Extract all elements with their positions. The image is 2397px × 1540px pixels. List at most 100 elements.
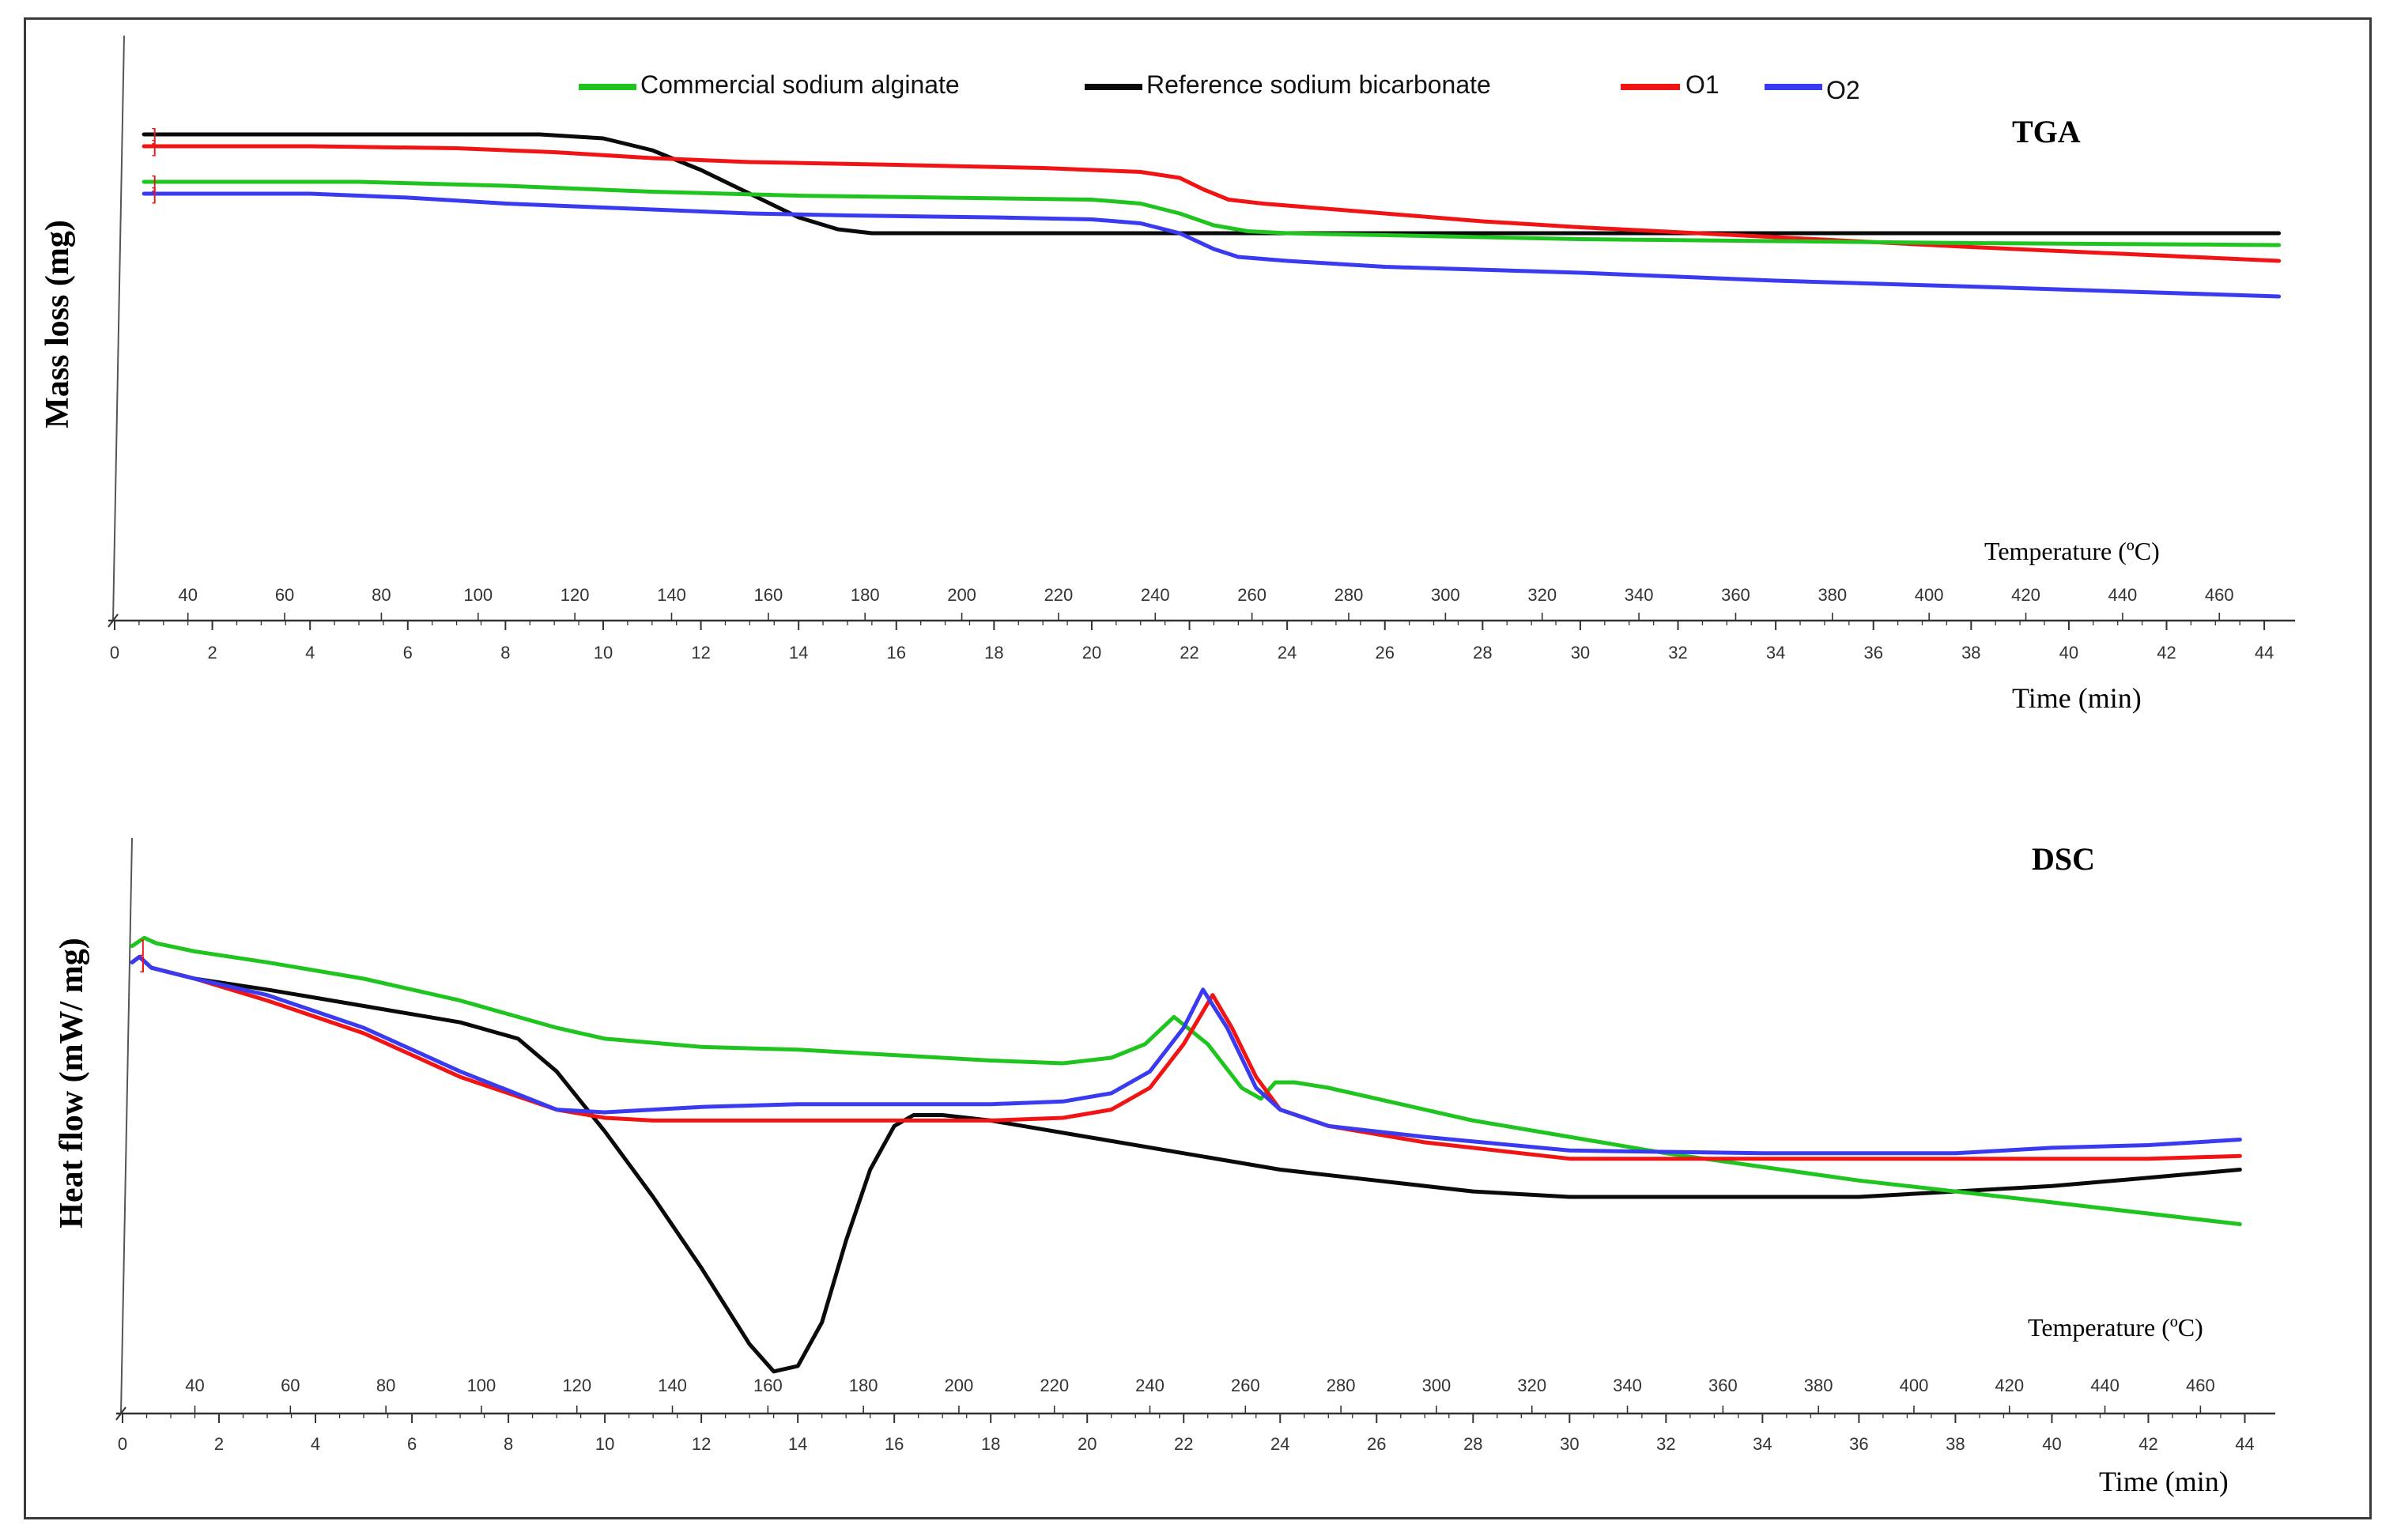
- tga-temp-tick-label: 120: [561, 585, 590, 605]
- dsc-time-tick-label: 38: [1946, 1434, 1965, 1454]
- tga-plot-area: ]]]]: [142, 125, 2282, 299]
- legend-label-bicarbonate: Reference sodium bicarbonate: [1146, 70, 1491, 99]
- tga-start-marker: ]: [152, 137, 157, 157]
- tga-time-tick-label: 20: [1082, 643, 1101, 662]
- dsc-temp-tick-label: 280: [1327, 1376, 1356, 1395]
- dsc-time-tick-label: 4: [311, 1434, 320, 1454]
- tga-time-tick-label: 30: [1571, 643, 1590, 662]
- dsc-temp-tick-label: 80: [376, 1376, 395, 1395]
- dsc-time-tick-label: 10: [595, 1434, 614, 1454]
- tga-temp-tick-label: 100: [463, 585, 493, 605]
- legend-label-alginate: Commercial sodium alginate: [640, 70, 960, 99]
- tga-series-o2: [142, 191, 2282, 299]
- dsc-start-marker: ]: [140, 953, 145, 972]
- dsc-axis-break: [115, 1406, 126, 1421]
- dsc-time-tick-label: 44: [2235, 1434, 2254, 1454]
- tga-time-tick-label: 24: [1278, 643, 1297, 662]
- dsc-time-tick-label: 28: [1463, 1434, 1482, 1454]
- tga-time-tick-label: 8: [500, 643, 510, 662]
- tga-start-marker: ]: [152, 125, 157, 145]
- dsc-start-marker: ]: [140, 937, 145, 957]
- dsc-time-tick-label: 20: [1078, 1434, 1097, 1454]
- tga-time-tick-label: 38: [1961, 643, 1980, 662]
- tga-time-tick-label: 22: [1180, 643, 1198, 662]
- dsc-time-tick-label: 6: [407, 1434, 417, 1454]
- tga-time-tick-label: 6: [403, 643, 413, 662]
- dsc-plot-area: ]]]]: [130, 935, 2242, 1374]
- tga-time-tick-label: 40: [2059, 643, 2078, 662]
- dsc-time-tick-label: 36: [1849, 1434, 1868, 1454]
- dsc-temp-tick-label: 260: [1231, 1376, 1260, 1395]
- tga-temp-tick-label: 380: [1818, 585, 1847, 605]
- dsc-temp-tick-label: 440: [2090, 1376, 2120, 1395]
- tga-time-tick-label: 2: [207, 643, 217, 662]
- tga-time-tick-label: 42: [2157, 643, 2176, 662]
- dsc-temp-tick-label: 360: [1708, 1376, 1738, 1395]
- tga-time-tick-label: 14: [789, 643, 808, 662]
- tga-time-tick-label: 28: [1473, 643, 1492, 662]
- dsc-time-tick-label: 24: [1270, 1434, 1289, 1454]
- tga-time-tick-label: 10: [594, 643, 613, 662]
- dsc-time-tick-label: 16: [885, 1434, 904, 1454]
- tga-time-tick-label: 26: [1375, 643, 1394, 662]
- dsc-time-tick-label: 12: [692, 1434, 711, 1454]
- dsc-time-tick-label: 30: [1560, 1434, 1579, 1454]
- dsc-temp-tick-label: 380: [1804, 1376, 1833, 1395]
- tga-series-reference-sodium-bicarbonate: [142, 132, 2282, 236]
- tga-temp-tick-label: 140: [657, 585, 686, 605]
- tga-y-axis-label: Mass loss (mg): [40, 220, 76, 428]
- tga-time-tick-label: 18: [984, 643, 1003, 662]
- tga-y-axis-line: [112, 35, 125, 621]
- dsc-temp-tick-label: 420: [1995, 1376, 2024, 1395]
- tga-series-o1: [142, 144, 2282, 263]
- dsc-time-tick-label: 0: [118, 1434, 127, 1454]
- tga-temp-tick-label: 160: [753, 585, 783, 605]
- dsc-temp-tick-label: 100: [467, 1376, 496, 1395]
- dsc-temp-tick-label: 180: [849, 1376, 878, 1395]
- tga-temp-tick-label: 320: [1527, 585, 1557, 605]
- dsc-time-tick-label: 22: [1174, 1434, 1193, 1454]
- dsc-temp-tick-label: 220: [1040, 1376, 1069, 1395]
- tga-time-tick-label: 44: [2255, 643, 2274, 662]
- tga-temp-tick-label: 200: [947, 585, 976, 605]
- tga-time-tick-label: 34: [1766, 643, 1785, 662]
- tga-temp-tick-label: 400: [1915, 585, 1944, 605]
- tga-time-label: Time (min): [2012, 682, 2142, 714]
- dsc-time-tick-label: 8: [504, 1434, 513, 1454]
- dsc-temp-tick-label: 340: [1613, 1376, 1642, 1395]
- tga-start-marker: ]: [152, 172, 157, 192]
- legend-label-o1: O1: [1685, 70, 1719, 99]
- dsc-time-label: Time (min): [2099, 1466, 2229, 1497]
- dsc-y-axis-line: [120, 837, 133, 1414]
- tga-series-commercial-sodium-alginate: [142, 179, 2282, 247]
- dsc-title: DSC: [2032, 841, 2095, 877]
- dsc-temp-tick-label: 140: [658, 1376, 687, 1395]
- dsc-time-tick-label: 34: [1753, 1434, 1772, 1454]
- tga-temp-tick-label: 60: [275, 585, 294, 605]
- dsc-temp-tick-label: 300: [1422, 1376, 1451, 1395]
- dsc-y-axis-label: Heat flow (mW/ mg): [54, 938, 90, 1228]
- dsc-time-tick-label: 32: [1656, 1434, 1675, 1454]
- tga-time-tick-label: 16: [887, 643, 906, 662]
- dsc-series-reference-sodium-bicarbonate: [130, 954, 2242, 1374]
- dsc-time-tick-label: 2: [214, 1434, 224, 1454]
- tga-temp-tick-label: 300: [1431, 585, 1460, 605]
- tga-axis-break: [108, 613, 119, 628]
- dsc-temp-tick-label: 60: [281, 1376, 300, 1395]
- legend-label-o2: O2: [1826, 76, 1860, 104]
- tga-temp-tick-label: 180: [851, 585, 880, 605]
- tga-time-tick-label: 0: [110, 643, 119, 662]
- tga-temp-tick-label: 360: [1721, 585, 1750, 605]
- tga-temp-tick-label: 40: [178, 585, 197, 605]
- dsc-temperature-label: Temperature (ºC): [2028, 1313, 2203, 1342]
- dsc-start-marker: ]: [140, 953, 145, 972]
- dsc-time-tick-label: 14: [788, 1434, 807, 1454]
- tga-temp-tick-label: 440: [2108, 585, 2138, 605]
- dsc-temp-tick-label: 460: [2186, 1376, 2215, 1395]
- dsc-time-tick-label: 40: [2042, 1434, 2061, 1454]
- figure-frame: [24, 17, 2372, 1519]
- dsc-series-o1: [130, 954, 2242, 1161]
- tga-start-marker: ]: [152, 184, 157, 204]
- dsc-start-marker: ]: [140, 953, 145, 972]
